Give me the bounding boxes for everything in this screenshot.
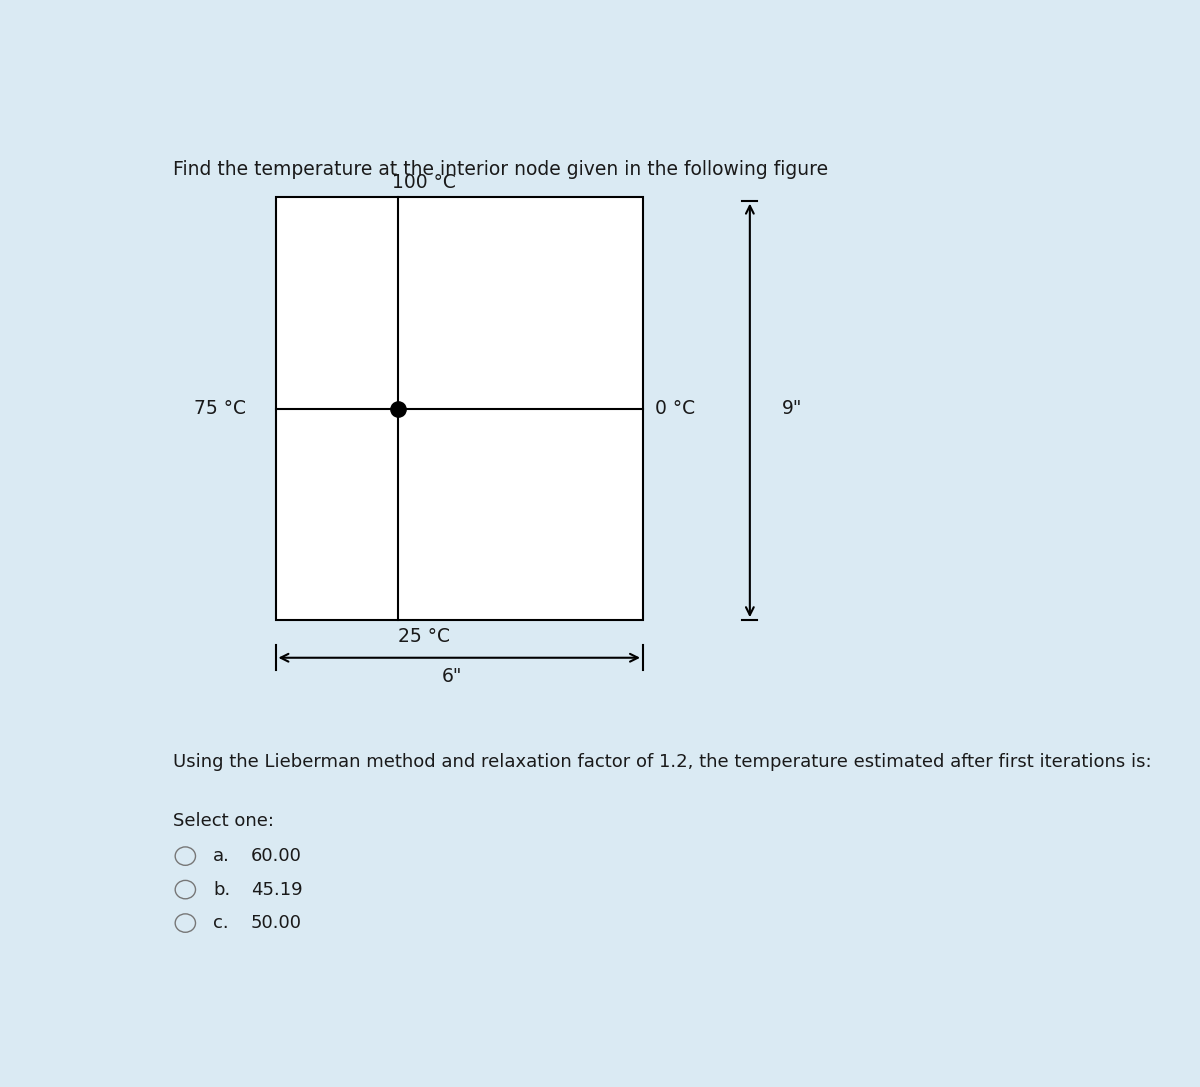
- Text: 9": 9": [781, 399, 802, 417]
- Text: 0 °C: 0 °C: [655, 399, 696, 417]
- Text: c.: c.: [214, 914, 229, 932]
- Ellipse shape: [175, 847, 196, 865]
- Text: 6": 6": [442, 666, 462, 686]
- Text: 75 °C: 75 °C: [193, 399, 246, 417]
- Text: 50.00: 50.00: [251, 914, 301, 932]
- Text: 60.00: 60.00: [251, 847, 301, 865]
- Text: 100 °C: 100 °C: [392, 173, 456, 191]
- Text: Find the temperature at the interior node given in the following figure: Find the temperature at the interior nod…: [173, 160, 828, 178]
- Text: 45.19: 45.19: [251, 880, 302, 899]
- Text: 25 °C: 25 °C: [398, 627, 450, 647]
- Text: a.: a.: [214, 847, 230, 865]
- Ellipse shape: [175, 914, 196, 933]
- Bar: [276, 198, 643, 620]
- Ellipse shape: [175, 880, 196, 899]
- Text: Using the Lieberman method and relaxation factor of 1.2, the temperature estimat: Using the Lieberman method and relaxatio…: [173, 753, 1152, 772]
- Text: b.: b.: [214, 880, 230, 899]
- Text: Select one:: Select one:: [173, 812, 275, 830]
